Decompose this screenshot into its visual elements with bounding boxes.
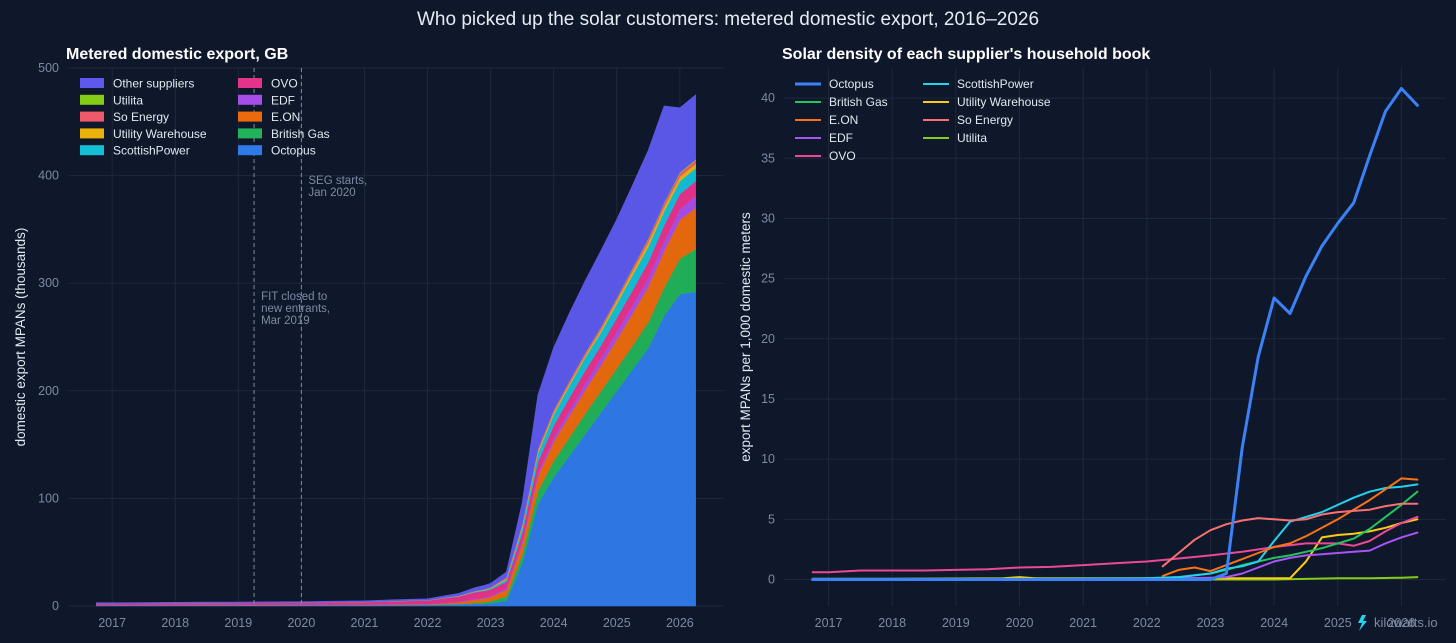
right-ytick-20: 20 [761,332,775,346]
legend-label-e-on: E.ON [829,113,858,127]
right-xtick-2019: 2019 [942,616,970,630]
legend-label-edf: EDF [271,93,295,107]
legend-label-utility-warehouse: Utility Warehouse [113,127,207,141]
right-lines [811,87,1419,581]
left-legend: Other suppliers Utilita So Energy Utility W… [80,77,330,158]
area-other-suppliers [96,94,696,604]
line-e-on [1161,477,1419,577]
right-xtick-2023: 2023 [1197,616,1225,630]
figure-title: Who picked up the solar customers: meter… [416,9,1040,30]
legend-label-utilita: Utilita [113,93,143,107]
left-xtick-2017: 2017 [98,616,126,630]
right-ytick-15: 15 [761,392,775,406]
annotation-text-0-2: Mar 2019 [261,315,310,327]
legend-swatch-so-energy [80,111,104,122]
legend-label-octopus: Octopus [829,77,874,91]
left-ylabel: domestic export MPANs (thousands) [13,228,28,447]
line-octopus [811,87,1419,581]
line-so-energy [1161,502,1419,568]
legend-swatch-ovo [238,78,262,88]
watermark: kilowatts.io [1358,615,1438,631]
left-title: Metered domestic export, GB [66,46,288,63]
left-ytick-400: 400 [38,169,59,183]
left-panel-area-chart: Metered domestic export, GB 2017 2018 2019 2… [13,46,724,630]
left-ytick-500: 500 [38,61,59,75]
right-xtick-2018: 2018 [878,616,906,630]
legend-swatch-scottishpower [80,145,104,156]
legend-label-scottishpower: ScottishPower [113,144,190,158]
left-areas [96,94,696,607]
annotation-text-0-0: FIT closed to [261,291,327,303]
left-xtick-2021: 2021 [351,616,379,630]
right-ylabel: export MPANs per 1,000 domestic meters [738,212,753,462]
left-ytick-0: 0 [52,599,59,613]
right-panel-line-chart: Solar density of each supplier's househo… [738,46,1446,630]
right-xtick-2024: 2024 [1260,616,1288,630]
legend-swatch-utilita [80,94,104,105]
legend-swatch-e-on [238,111,262,122]
left-xtick-2018: 2018 [161,616,189,630]
right-ytick-10: 10 [761,452,775,466]
left-xtick-2024: 2024 [540,616,568,630]
left-xtick-2026: 2026 [666,616,694,630]
right-xtick-2022: 2022 [1133,616,1161,630]
line-british-gas [811,490,1419,580]
right-xtick-2021: 2021 [1069,616,1097,630]
legend-label-utility-warehouse: Utility Warehouse [957,95,1051,109]
legend-label-other-suppliers: Other suppliers [113,77,194,91]
legend-label-so-energy: So Energy [113,110,169,124]
right-ytick-30: 30 [761,211,775,225]
right-ytick-0: 0 [768,573,775,587]
right-ytick-25: 25 [761,272,775,286]
right-xtick-2017: 2017 [815,616,843,630]
left-ytick-100: 100 [38,491,59,505]
legend-label-edf: EDF [829,131,853,145]
line-utility-warehouse [811,518,1419,580]
right-ytick-40: 40 [761,91,775,105]
left-xtick-2023: 2023 [477,616,505,630]
line-ovo [811,515,1419,574]
left-xtick-2025: 2025 [603,616,631,630]
right-xtick-2020: 2020 [1006,616,1034,630]
right-xtick-2025: 2025 [1324,616,1352,630]
legend-label-octopus: Octopus [271,144,316,158]
right-xtick-2026: 2026 [1388,616,1416,630]
legend-label-british-gas: British Gas [271,127,330,141]
legend-swatch-edf [238,94,262,105]
legend-swatch-octopus [238,145,262,156]
legend-label-scottishpower: ScottishPower [957,77,1034,91]
legend-label-so-energy: So Energy [957,113,1013,127]
legend-label-e-on: E.ON [271,110,300,124]
legend-swatch-british-gas [238,128,262,139]
right-ytick-35: 35 [761,151,775,165]
left-xtick-2020: 2020 [287,616,315,630]
legend-swatch-other-suppliers [80,78,104,88]
right-legend: Octopus British Gas E.ON EDF OVO ScottishPowe… [795,77,1051,163]
legend-label-ovo: OVO [271,77,298,91]
line-edf [1177,531,1419,580]
line-scottishpower [811,483,1419,580]
left-xtick-2019: 2019 [224,616,252,630]
left-ytick-200: 200 [38,384,59,398]
right-title: Solar density of each supplier's househo… [782,46,1150,63]
legend-label-ovo: OVO [829,149,856,163]
bolt-icon [1358,615,1367,631]
left-ytick-300: 300 [38,276,59,290]
right-ytick-5: 5 [768,512,775,526]
annotation-text-1-0: SEG starts, [308,175,367,187]
left-xtick-2022: 2022 [414,616,442,630]
legend-label-british-gas: British Gas [829,95,888,109]
annotation-text-1-1: Jan 2020 [308,187,355,199]
legend-label-utilita: Utilita [957,131,987,145]
annotation-text-0-1: new entrants, [261,303,330,315]
legend-swatch-utility-warehouse [80,128,104,139]
watermark-text: kilowatts.io [1374,615,1438,630]
